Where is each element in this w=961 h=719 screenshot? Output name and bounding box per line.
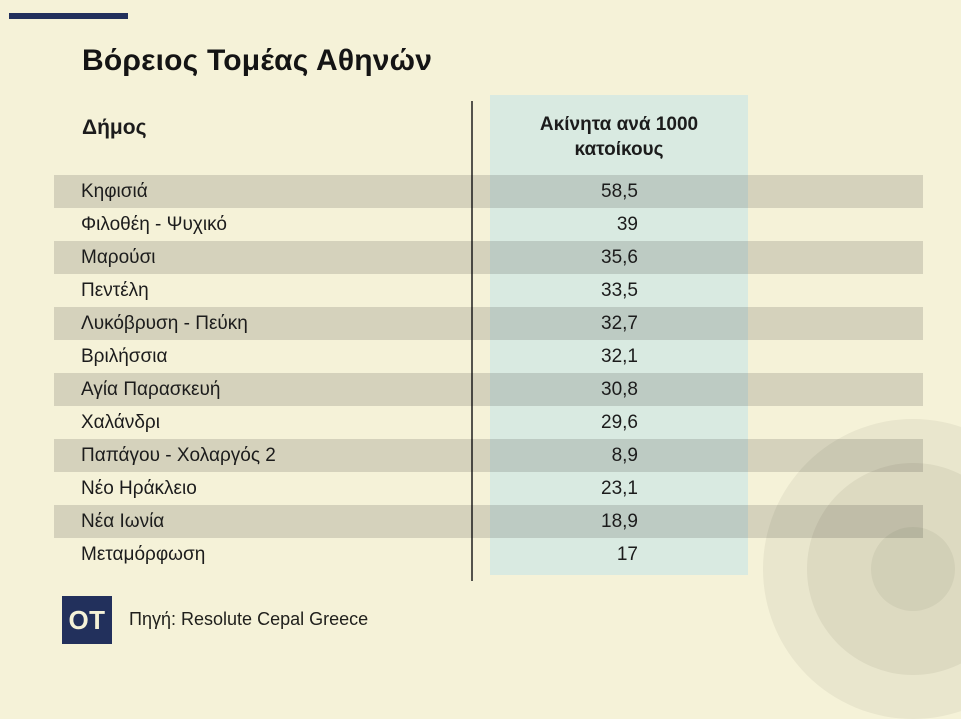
municipality-name: Βριλήσσια [81,346,168,367]
ot-logo-text: OT [68,604,106,635]
table-row: Φιλοθέη - Ψυχικό 39 [54,208,923,241]
municipality-value: 17 [616,544,638,565]
municipality-name: Φιλοθέη - Ψυχικό [81,214,227,235]
value-column-highlight [490,95,748,575]
table-row: Μαρούσι 35,6 [54,241,923,274]
table-row: Νέα Ιωνία 18,9 [54,505,923,538]
table-row: Πεντέλη 33,5 [54,274,923,307]
ot-logo: OT [62,596,112,644]
brand-accent-bar [9,13,128,19]
municipality-value: 29,6 [601,412,638,433]
column-header-value-line2: κατοίκους [574,139,664,160]
municipality-value: 23,1 [601,478,638,499]
table-row: Νέο Ηράκλειο 23,1 [54,472,923,505]
municipality-name: Κηφισιά [81,181,148,202]
municipality-value: 58,5 [601,181,638,202]
municipality-name: Νέα Ιωνία [81,511,165,532]
table-row: Κηφισιά 58,5 [54,175,923,208]
column-header-value-line1: Ακίνητα ανά 1000 [539,114,699,135]
column-header-municipality: Δήμος [82,116,147,139]
table-row: Λυκόβρυση - Πεύκη 32,7 [54,307,923,340]
municipality-value: 33,5 [601,280,638,301]
table-row: Παπάγου - Χολαργός 2 8,9 [54,439,923,472]
municipality-name: Μεταμόρφωση [81,544,206,565]
table-row: Μεταμόρφωση 17 [54,538,923,571]
municipality-name: Χαλάνδρι [81,412,160,433]
table-row: Χαλάνδρι 29,6 [54,406,923,439]
source-label: Πηγή: Resolute Cepal Greece [129,609,369,629]
municipality-value: 32,7 [601,313,638,334]
page-title: Βόρειος Τομέας Αθηνών [82,44,433,77]
municipality-value: 35,6 [601,247,638,268]
municipality-name: Παπάγου - Χολαργός 2 [81,445,276,466]
municipality-name: Αγία Παρασκευή [81,379,221,400]
municipality-value: 18,9 [601,511,638,532]
municipality-value: 32,1 [601,346,638,367]
municipality-name: Λυκόβρυση - Πεύκη [81,313,248,334]
municipality-name: Μαρούσι [81,247,156,268]
municipality-name: Πεντέλη [81,280,149,301]
table-row: Βριλήσσια 32,1 [54,340,923,373]
column-divider-line [471,101,473,581]
municipality-value: 39 [616,214,638,235]
municipality-value: 8,9 [611,445,638,466]
column-header-value: Ακίνητα ανά 1000 κατοίκους [490,112,748,162]
table-row: Αγία Παρασκευή 30,8 [54,373,923,406]
municipality-value: 30,8 [601,379,638,400]
municipality-name: Νέο Ηράκλειο [81,478,197,499]
watermark-circle-inner [871,527,955,611]
table-rows: Κηφισιά 58,5 Φιλοθέη - Ψυχικό 39 Μαρούσι 35,6… [54,175,923,571]
